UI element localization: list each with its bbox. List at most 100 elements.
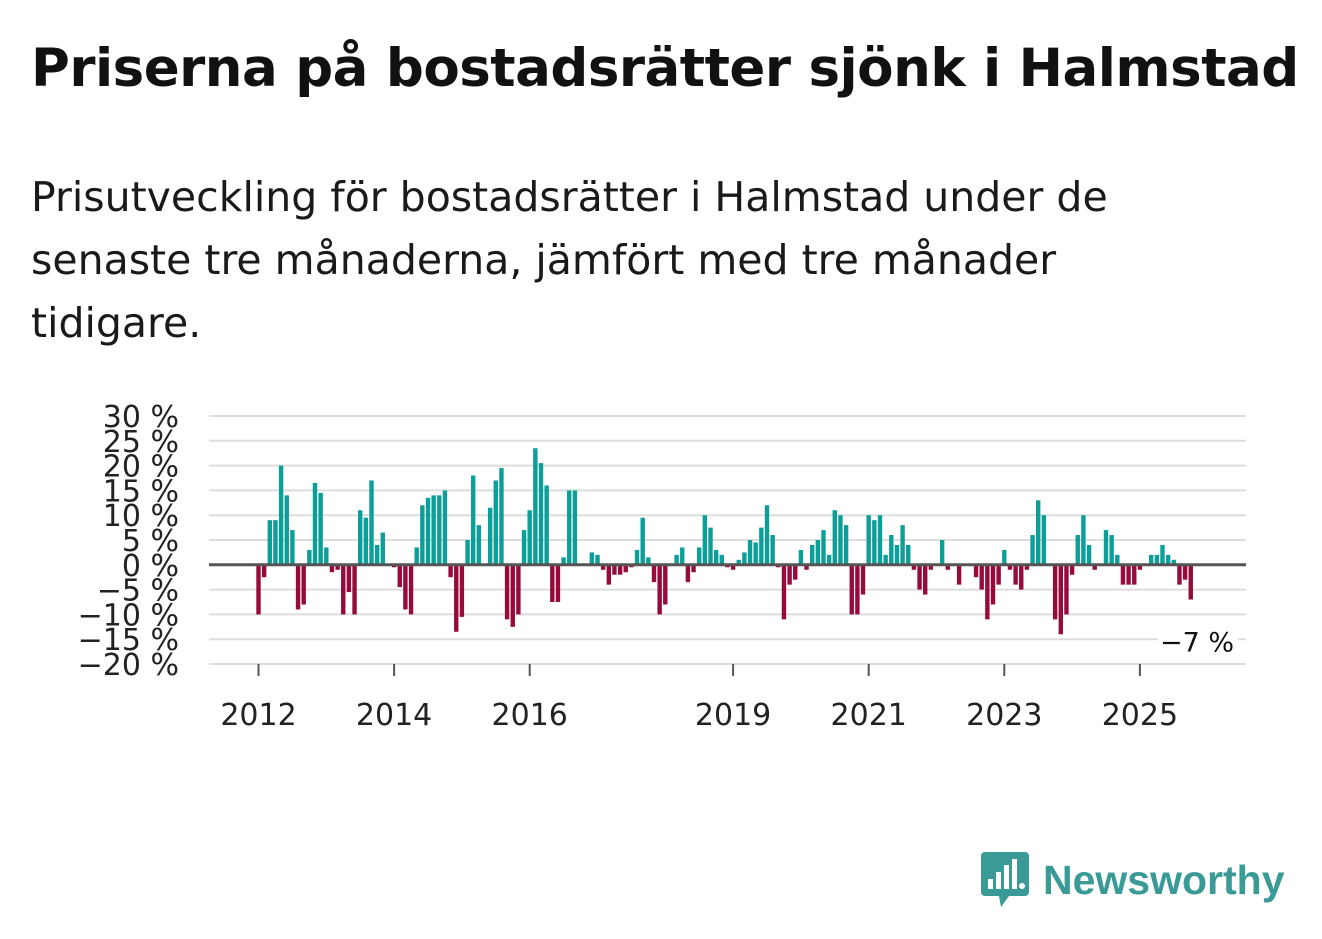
bar (1160, 544, 1165, 565)
bar (939, 540, 945, 565)
bar (550, 564, 555, 602)
bar (651, 564, 657, 583)
x-tick-label: 2016 (492, 698, 568, 733)
bar (335, 564, 340, 570)
bar (781, 564, 787, 620)
bar (798, 549, 804, 565)
bar (657, 564, 662, 615)
bar (1007, 564, 1013, 570)
bar (979, 564, 984, 590)
bar (1171, 559, 1176, 565)
bar (612, 564, 617, 575)
bar (397, 564, 402, 588)
bar (1188, 564, 1193, 600)
bar (516, 564, 521, 615)
bar (278, 465, 284, 565)
bar (380, 532, 385, 565)
bar (787, 564, 792, 585)
bar (567, 490, 572, 565)
annotation-background (1158, 623, 1238, 660)
bar (832, 510, 837, 565)
bar (617, 564, 623, 575)
bar (736, 559, 741, 565)
bar (312, 482, 318, 565)
bar (527, 510, 532, 565)
bar (860, 564, 866, 595)
bar (996, 564, 1001, 585)
bar (1182, 564, 1188, 580)
bar (730, 564, 736, 570)
bar (849, 564, 854, 615)
bar (465, 540, 470, 565)
bar (324, 547, 329, 565)
bar (595, 554, 600, 565)
y-tick-label: −20 % (78, 648, 179, 683)
y-tick-label: 0 % (122, 549, 179, 584)
bar (793, 564, 798, 580)
bar (346, 564, 352, 593)
bar (442, 490, 448, 565)
y-tick-label: −10 % (78, 598, 179, 633)
annotation-label: −7 % (1160, 628, 1234, 659)
y-tick-label: 25 % (103, 425, 179, 460)
bar (374, 544, 380, 565)
y-tick-label: 20 % (103, 450, 179, 485)
bar (843, 525, 849, 565)
bar (329, 564, 335, 573)
bar (459, 564, 465, 617)
bar (747, 540, 753, 565)
bar (680, 547, 685, 565)
bar (1109, 535, 1114, 565)
bar (708, 527, 713, 565)
bar (674, 554, 679, 565)
bar (1115, 554, 1120, 565)
bar (973, 564, 979, 578)
bar (821, 530, 826, 565)
bar (764, 505, 770, 565)
bar (1103, 530, 1109, 565)
newsworthy-logo-text: Newsworthy (1043, 856, 1285, 903)
y-tick-label: −15 % (78, 623, 179, 658)
bar (1030, 535, 1035, 565)
chart-subtitle: Prisutveckling för bostadsrätter i Halms… (31, 173, 1108, 347)
bar (284, 495, 289, 565)
bar (510, 564, 515, 627)
bar (403, 564, 408, 610)
bar (702, 515, 708, 565)
bar (301, 564, 306, 605)
bar (1081, 515, 1086, 565)
bar (713, 549, 719, 565)
bar (1052, 564, 1058, 620)
bar (476, 525, 482, 565)
bar (561, 557, 566, 565)
bar (804, 564, 809, 570)
bar (945, 564, 950, 570)
bar (533, 448, 538, 565)
y-tick-label: 10 % (103, 499, 179, 534)
bar (1126, 564, 1131, 585)
bar (420, 505, 425, 565)
bar (1019, 564, 1024, 590)
bar (414, 547, 419, 565)
bar (770, 535, 775, 565)
bar (1092, 564, 1097, 570)
bar (256, 564, 261, 615)
bar (1086, 544, 1092, 565)
bar-chart: 30 %25 %20 %15 %10 %5 %0 %−5 %−10 %−15 %… (78, 400, 1246, 733)
bar (985, 564, 990, 620)
bar (600, 564, 606, 570)
bar (499, 468, 504, 565)
bar (956, 564, 962, 585)
newsworthy-logo: Newsworthy (981, 850, 1285, 910)
bar (408, 564, 414, 615)
bar (555, 564, 561, 602)
bar (295, 564, 301, 610)
bar (1002, 549, 1007, 565)
bar (900, 525, 905, 565)
bar (742, 552, 747, 565)
bar (810, 544, 815, 565)
bar (341, 564, 346, 615)
bar (719, 554, 724, 565)
bar (866, 515, 871, 565)
bar (521, 530, 527, 565)
